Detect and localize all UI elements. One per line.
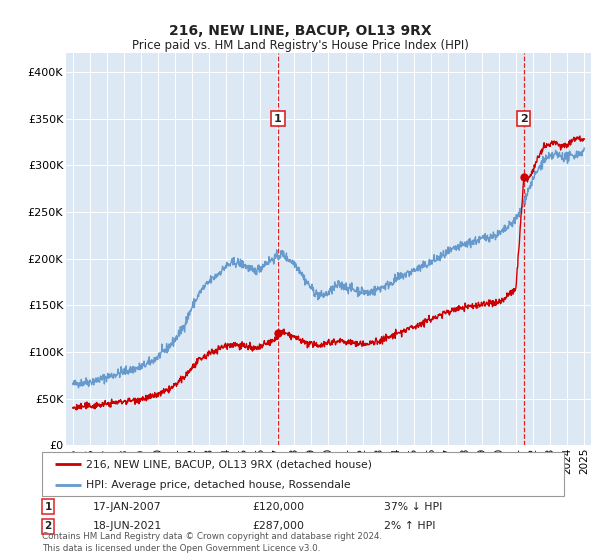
Text: 216, NEW LINE, BACUP, OL13 9RX (detached house): 216, NEW LINE, BACUP, OL13 9RX (detached…: [86, 459, 373, 469]
Text: HPI: Average price, detached house, Rossendale: HPI: Average price, detached house, Ross…: [86, 480, 351, 489]
Text: 18-JUN-2021: 18-JUN-2021: [93, 521, 162, 531]
Text: £287,000: £287,000: [252, 521, 304, 531]
Text: Contains HM Land Registry data © Crown copyright and database right 2024.
This d: Contains HM Land Registry data © Crown c…: [42, 533, 382, 553]
Text: Price paid vs. HM Land Registry's House Price Index (HPI): Price paid vs. HM Land Registry's House …: [131, 39, 469, 52]
Text: 1: 1: [44, 502, 52, 512]
Text: 216, NEW LINE, BACUP, OL13 9RX: 216, NEW LINE, BACUP, OL13 9RX: [169, 24, 431, 38]
Text: 2% ↑ HPI: 2% ↑ HPI: [384, 521, 436, 531]
Text: 17-JAN-2007: 17-JAN-2007: [93, 502, 161, 512]
Text: 37% ↓ HPI: 37% ↓ HPI: [384, 502, 442, 512]
Text: 2: 2: [44, 521, 52, 531]
Text: £120,000: £120,000: [252, 502, 304, 512]
Text: 2: 2: [520, 114, 528, 124]
FancyBboxPatch shape: [42, 452, 564, 496]
Text: 1: 1: [274, 114, 282, 124]
